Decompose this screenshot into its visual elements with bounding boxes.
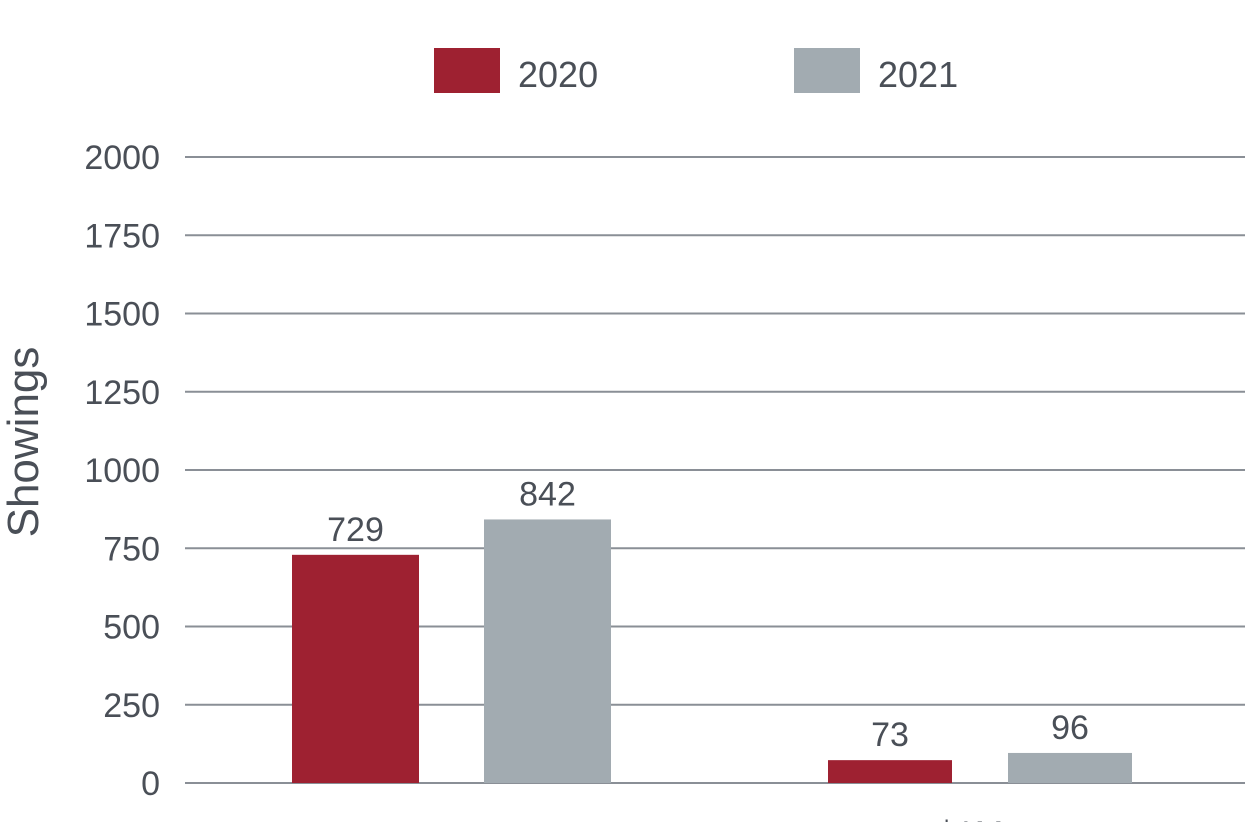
y-tick-label: 1000 bbox=[84, 452, 160, 490]
y-tick-label: 500 bbox=[103, 609, 160, 647]
bar-2021-1 bbox=[1008, 752, 1132, 783]
legend-label-2020: 2020 bbox=[518, 54, 598, 95]
y-tick-label: 0 bbox=[141, 765, 160, 803]
data-label-backing bbox=[317, 510, 394, 547]
data-label-2021-0: 842 bbox=[519, 475, 576, 513]
data-label-2020-0: 729 bbox=[327, 511, 384, 549]
y-tick-label: 1750 bbox=[84, 217, 160, 255]
data-label-backing bbox=[509, 475, 586, 512]
y-axis-label: Showings bbox=[0, 347, 48, 538]
bars bbox=[292, 519, 1132, 783]
bar-2020-0 bbox=[292, 554, 419, 783]
y-tick-labels: 0 250 500 750 1000 1250 1500 1750 2000 bbox=[84, 139, 160, 803]
data-label-2021-1: 96 bbox=[1051, 709, 1089, 747]
category-label: $1M+ bbox=[937, 815, 1023, 822]
legend: 2020 2021 bbox=[434, 48, 958, 95]
data-labels: 729 842 73 96 bbox=[317, 475, 1108, 754]
bar-2020-1 bbox=[828, 760, 952, 783]
data-label-backing bbox=[1032, 708, 1108, 745]
y-tick-label: 2000 bbox=[84, 139, 160, 177]
y-tick-label: 750 bbox=[103, 530, 160, 568]
legend-swatch-2020 bbox=[434, 48, 500, 93]
bar-2021-0 bbox=[484, 519, 611, 783]
y-tick-label: 250 bbox=[103, 687, 160, 725]
y-tick-label: 1500 bbox=[84, 296, 160, 334]
category-labels: $1M+ bbox=[937, 815, 1023, 822]
legend-swatch-2021 bbox=[794, 48, 860, 93]
legend-label-2021: 2021 bbox=[878, 54, 958, 95]
data-label-backing bbox=[852, 716, 928, 753]
y-tick-label: 1250 bbox=[84, 374, 160, 412]
data-label-2020-1: 73 bbox=[871, 716, 909, 754]
